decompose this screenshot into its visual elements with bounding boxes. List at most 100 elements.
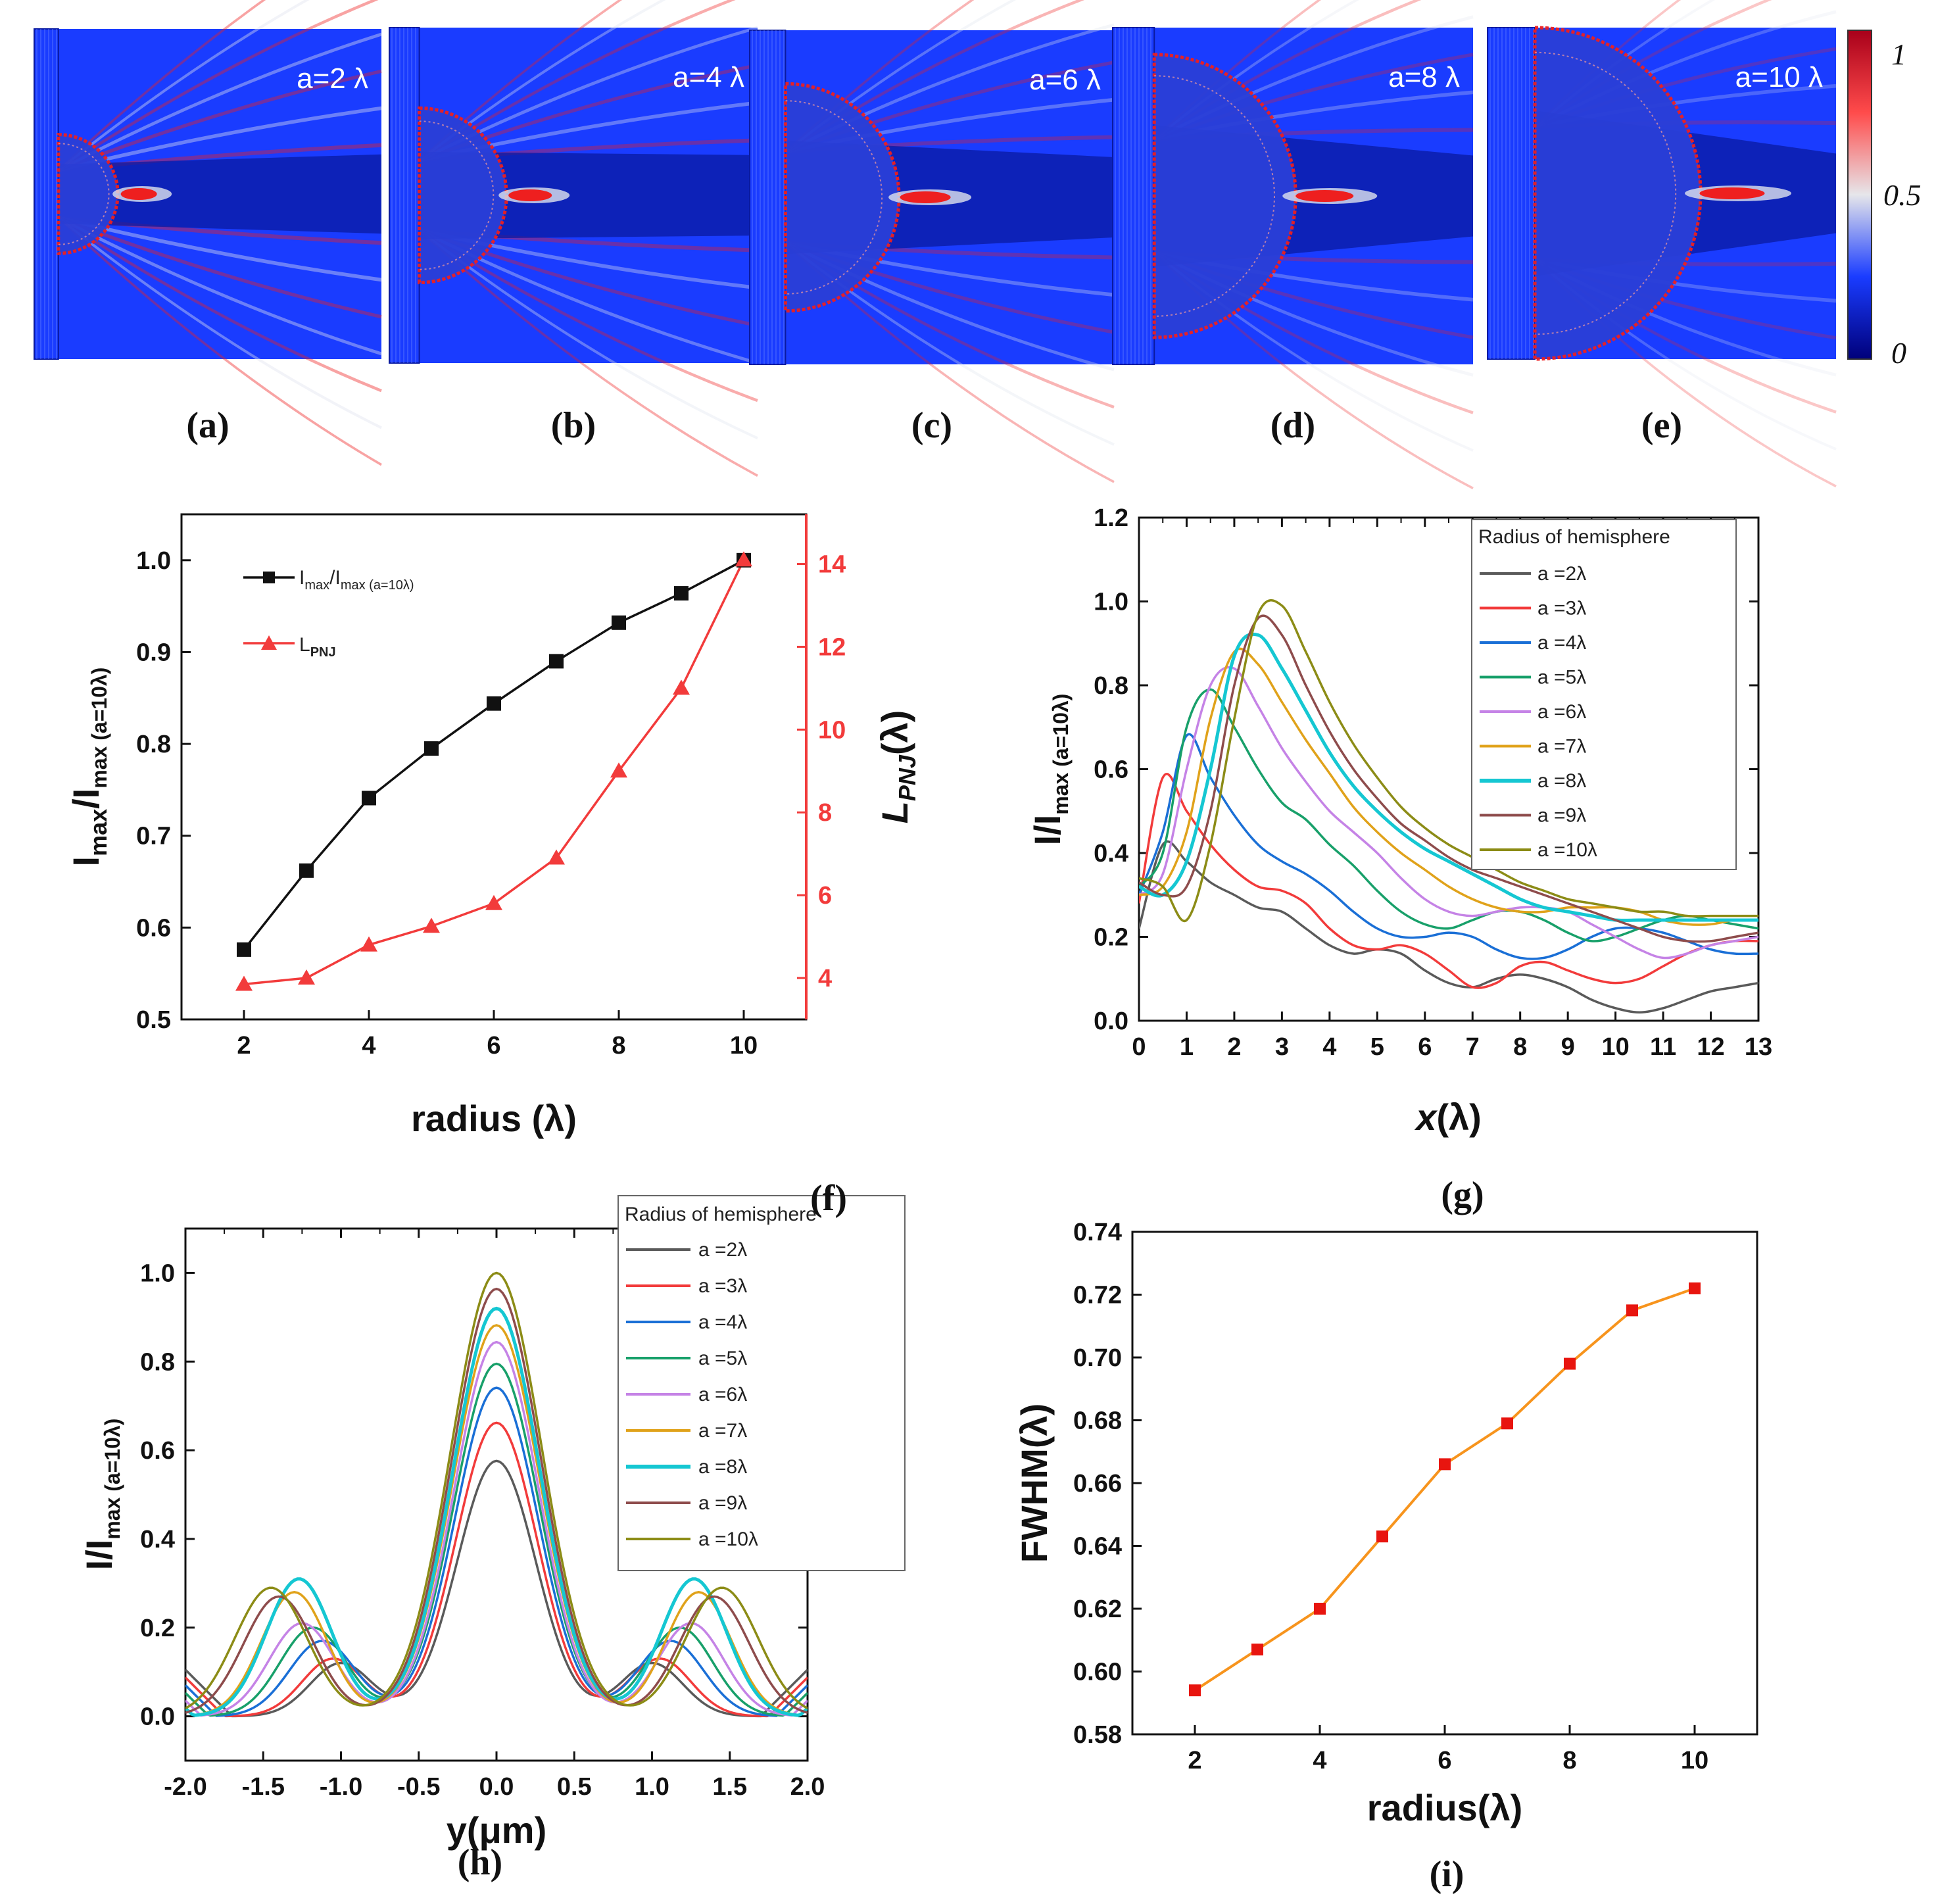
x-tick-label: 4 (1313, 1747, 1326, 1774)
field-panel-1: a=2 λ (a) (34, 0, 382, 466)
y2-tick-label: 14 (818, 551, 846, 579)
chart-g-legend-label: a =5λ (1537, 667, 1586, 689)
chart-i: 2 4 6 8 10 0.58 0.60 0.62 0.64 0.66 0.68 0.70 0.72 0.… (1013, 1219, 1758, 1828)
field-panel-caption: (b) (551, 405, 596, 446)
chart-f-length-point (485, 894, 502, 910)
x-tick-label: -2.0 (164, 1773, 206, 1801)
chart-f-length-line (243, 559, 745, 986)
field-hemisphere-inner-ring (419, 120, 495, 270)
x-tick-label: 9 (1561, 1033, 1575, 1061)
y-tick-label: 0.4 (140, 1526, 175, 1553)
field-nanojet (508, 189, 552, 201)
chart-h: -2.0 -1.5 -1.0 -0.5 0.0 0.5 1.0 1.5 2.0 0.0 0.2 0.4… (78, 1195, 906, 1851)
chart-h-legend: Radius of hemisphere a =2λ a =3λ a =4λ a =5… (617, 1195, 906, 1571)
chart-g-legend-label: a =9λ (1537, 805, 1586, 827)
y-tick-label: 0.6 (136, 914, 171, 942)
colorbar-gradient (1847, 30, 1872, 360)
chart-h-legend-title: Radius of hemisphere (625, 1204, 817, 1225)
field-fringe (57, 216, 382, 356)
chart-h-series-line (185, 1421, 808, 1718)
colorbar-tick-min: 0 (1891, 336, 1906, 370)
chart-f-length-point (360, 936, 377, 952)
field-fringe (57, 216, 382, 466)
chart-f-intensity-point (424, 741, 439, 756)
chart-f-length-point (235, 975, 253, 991)
x-tick-label: -1.0 (320, 1773, 362, 1801)
colorbar-tick-max: 1 (1891, 37, 1906, 71)
chart-h-series-line (185, 1459, 808, 1718)
chart-h-series-line (185, 1362, 808, 1717)
x-tick-label: 1 (1180, 1033, 1194, 1061)
chart-f-xlabel: radius (λ) (411, 1098, 577, 1139)
chart-g-series-line (1139, 773, 1758, 989)
y-tick-label: 0.72 (1073, 1282, 1122, 1309)
chart-g-legend-box (1471, 519, 1737, 870)
y-tick-label: 0.7 (136, 823, 171, 850)
caption-i: (i) (1430, 1854, 1464, 1895)
chart-h-series-line (185, 1324, 808, 1717)
chart-i-fwhm-point (1251, 1644, 1263, 1656)
field-panel-caption: (d) (1270, 405, 1315, 446)
field-nanojet (1295, 190, 1354, 202)
y-tick-label: 0.9 (136, 639, 171, 666)
field-nanojet (900, 191, 951, 203)
chart-g-legend-label: a =7λ (1537, 736, 1586, 758)
x-tick-label: 0 (1132, 1033, 1146, 1061)
y-tick-label: 1.0 (140, 1259, 175, 1287)
y-tick-label: 1.2 (1094, 504, 1128, 532)
y-tick-label: 0.8 (1094, 672, 1128, 700)
chart-i-fwhm-line (1194, 1287, 1695, 1692)
chart-g-series-line (1139, 599, 1758, 923)
y-tick-label: 0.74 (1073, 1219, 1122, 1246)
field-fringe (418, 229, 758, 477)
legend-marker-square (263, 572, 275, 583)
x-tick-label: 8 (1513, 1033, 1527, 1061)
chart-h-legend-label: a =8λ (698, 1456, 747, 1478)
x-tick-label: 0.5 (557, 1773, 592, 1801)
chart-g-series-line (1139, 840, 1758, 1014)
chart-g-legend-label: a =6λ (1537, 701, 1586, 723)
chart-i-fwhm-point (1564, 1357, 1576, 1370)
y-tick-label: 0.2 (140, 1615, 175, 1642)
x-tick-label: 2 (1227, 1033, 1241, 1061)
chart-f-y2label: LPNJ(λ) (874, 710, 921, 824)
field-panels-row: a=2 λ (a) a=4 λ (b) a=6 λ (c) a=8 λ (d) a=10 λ (e… (34, 0, 1837, 490)
chart-f-intensity-point (237, 942, 251, 957)
field-panel-5: a=10 λ (e) (1487, 0, 1837, 488)
chart-i-xlabel: radius(λ) (1367, 1787, 1523, 1828)
x-tick-label: 12 (1697, 1033, 1724, 1061)
caption-h: (h) (458, 1842, 502, 1883)
chart-h-legend-label: a =7λ (698, 1420, 747, 1442)
x-tick-label: 10 (1601, 1033, 1629, 1061)
chart-g-legend-label: a =3λ (1537, 598, 1586, 620)
y-tick-label: 1.0 (1094, 589, 1128, 616)
chart-f-intensity-point (674, 586, 689, 601)
chart-h-legend-box (617, 1195, 906, 1571)
x-tick-label: 10 (1681, 1747, 1708, 1774)
field-panel-caption: (c) (911, 405, 952, 446)
field-shadow-channel (58, 154, 382, 234)
legend-label-intensity: Imax/Imax (a=10λ) (299, 567, 414, 593)
legend-marker-triangle (261, 635, 277, 650)
field-panel-4: a=8 λ (d) (1112, 0, 1474, 490)
y-tick-label: 0.70 (1073, 1344, 1122, 1372)
field-hemisphere-inner-ring (1534, 51, 1677, 335)
field-substrate (34, 28, 59, 360)
field-hemisphere-inner-ring (1154, 75, 1275, 317)
x-tick-label: 1.5 (712, 1773, 747, 1801)
x-tick-label: 4 (362, 1032, 375, 1060)
chart-i-fwhm-point (1439, 1458, 1451, 1471)
chart-h-series-line (185, 1271, 808, 1709)
y-tick-label: 0.66 (1073, 1470, 1122, 1498)
x-tick-label: 8 (1562, 1747, 1576, 1774)
chart-i-ylabel: FWHM(λ) (1013, 1404, 1055, 1563)
x-tick-label: 13 (1745, 1033, 1772, 1061)
field-fringe (57, 69, 382, 172)
x-tick-label: 2 (237, 1032, 251, 1060)
chart-h-legend-label: a =2λ (698, 1239, 747, 1261)
colorbar: 1 0.5 0 (1847, 30, 1922, 370)
chart-i-fwhm-point (1314, 1603, 1326, 1615)
y-tick-label: 0.4 (1094, 840, 1128, 867)
field-hemisphere (1152, 53, 1297, 339)
chart-g-ylabel: I/Imax (a=10λ) (1027, 694, 1073, 846)
